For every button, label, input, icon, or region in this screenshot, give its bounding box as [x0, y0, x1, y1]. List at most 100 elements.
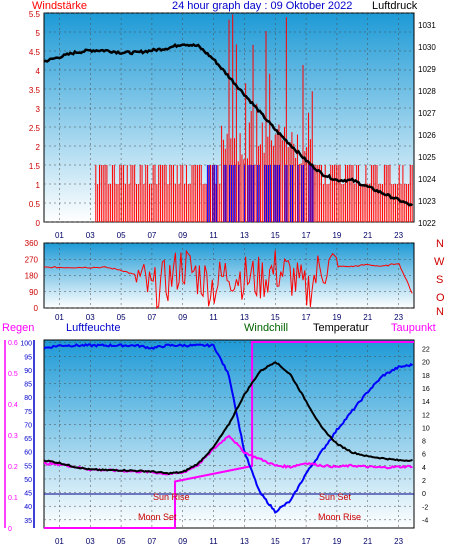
hour-tick-label: 05	[117, 313, 126, 322]
hour-tick-label: 19	[332, 231, 341, 240]
temperature-tick-label: 2	[422, 478, 426, 485]
pressure-tick-label: 1022	[418, 219, 436, 228]
hour-tick-label: 07	[147, 231, 156, 240]
wind-tick-label: 4.5	[29, 48, 41, 57]
hour-tick-label: 15	[271, 231, 280, 240]
hour-tick-label: 01	[55, 313, 64, 322]
graph-title: 24 hour graph day : 09 Oktober 2022	[172, 0, 352, 12]
hour-tick-label: 11	[209, 231, 218, 240]
pressure-label: Luftdruck	[372, 0, 418, 12]
hour-tick-label: 13	[240, 537, 249, 546]
humidity-tick-label: 100	[20, 341, 32, 348]
temperature-tick-label: 18	[422, 373, 430, 380]
temperature-tick-label: -2	[422, 504, 428, 511]
rain-tick-label: 0.3	[8, 433, 18, 440]
pressure-axis: 1022 1023 1024 1025 1026 1027 1028 1029 1030 1031	[418, 21, 436, 228]
hour-tick-label: 17	[302, 313, 311, 322]
hour-tick-label: 19	[332, 313, 341, 322]
hour-tick-label: 23	[394, 231, 403, 240]
temperature-tick-label: -4	[422, 517, 428, 524]
temperature-line	[43, 361, 413, 476]
pressure-tick-label: 1027	[418, 109, 436, 118]
moon-set-label: Moon Set	[138, 512, 177, 522]
hour-tick-label: 09	[178, 537, 187, 546]
windchill-label: Windchill	[244, 322, 288, 334]
hour-tick-label: 21	[363, 313, 372, 322]
rain-axis: 0 0.1 0.2 0.3 0.4 0.5 0.6	[4, 340, 18, 533]
sun-rise-label: Sun Rise	[153, 492, 190, 502]
temperature-tick-label: 14	[422, 399, 430, 406]
rain-label: Regen	[2, 322, 34, 334]
hour-tick-label: 09	[178, 231, 187, 240]
wind-tick-label: 3	[36, 105, 41, 114]
wind-tick-label: 4	[36, 67, 41, 76]
temperature-tick-label: 0	[422, 491, 426, 498]
pressure-tick-label: 1029	[418, 65, 436, 74]
wind-axis: 0 0.5 1 1.5 2 2.5 3 3.5 4 4.5 5 5.5	[29, 10, 41, 228]
hour-axis-middle: 01 03 05 07 09 11 13 15 17 19 21 23	[55, 313, 404, 322]
dewpoint-label: Taupunkt	[391, 322, 436, 334]
wind-series	[95, 14, 413, 222]
rain-line	[44, 341, 414, 529]
wind-tick-label: 2.5	[29, 124, 41, 133]
temperature-axis: -4 -2 0 2 4 6 8 10 12 14 16 18 20 22	[422, 347, 430, 525]
rain-tick-label: 0.5	[8, 371, 18, 378]
wind-tick-label: 1.5	[29, 162, 41, 171]
humidity-tick-label: 65	[24, 436, 32, 443]
humidity-label: Luftfeuchte	[66, 322, 120, 334]
hour-tick-label: 23	[394, 313, 403, 322]
humidity-tick-label: 45	[24, 491, 32, 498]
hour-tick-label: 19	[332, 537, 341, 546]
pressure-tick-label: 1031	[418, 21, 436, 30]
hour-tick-label: 15	[271, 537, 280, 546]
humidity-tick-label: 95	[24, 354, 32, 361]
wind-tick-label: 0.5	[29, 200, 41, 209]
pressure-tick-label: 1028	[418, 87, 436, 96]
hour-tick-label: 09	[178, 313, 187, 322]
temperature-tick-label: 6	[422, 452, 426, 459]
wind-direction-line	[43, 249, 413, 310]
compass-w: W	[434, 256, 445, 268]
wind-tick-label: 2	[36, 143, 41, 152]
rain-tick-label: 0.2	[8, 464, 18, 471]
sun-set-label: Sun Set	[319, 492, 352, 502]
temperature-tick-label: 22	[422, 347, 430, 354]
temperature-tick-label: 12	[422, 412, 430, 419]
hour-tick-label: 17	[302, 231, 311, 240]
wind-tick-label: 5	[36, 29, 41, 38]
pressure-tick-label: 1024	[418, 175, 436, 184]
hour-tick-label: 01	[55, 537, 64, 546]
compass-s: S	[436, 274, 443, 286]
humidity-temperature-grid	[44, 340, 414, 528]
hour-tick-label: 21	[363, 537, 372, 546]
hour-tick-label: 11	[209, 313, 218, 322]
direction-degree-axis: 360 270 180 90 0	[25, 239, 39, 313]
humidity-tick-label: 50	[24, 477, 32, 484]
pressure-line	[43, 42, 414, 207]
compass-n2: N	[436, 306, 444, 318]
humidity-line	[43, 343, 414, 514]
hour-axis-top: 01 03 05 07 09 11 13 15 17 19 21 23	[55, 231, 404, 240]
direction-tick-label: 0	[34, 304, 39, 313]
direction-tick-label: 180	[25, 272, 39, 281]
hour-tick-label: 01	[55, 231, 64, 240]
temperature-tick-label: 16	[422, 386, 430, 393]
pressure-tick-label: 1030	[418, 43, 436, 52]
rain-tick-label: 0.1	[8, 495, 18, 502]
wind-tick-label: 5.5	[29, 10, 41, 19]
wind-label: Windstärke	[32, 0, 87, 12]
hour-tick-label: 03	[86, 231, 95, 240]
wind-tick-label: 0	[36, 219, 41, 228]
temperature-tick-label: 8	[422, 439, 426, 446]
temperature-tick-label: 10	[422, 425, 430, 432]
wind-tick-label: 1	[36, 181, 41, 190]
humidity-tick-label: 80	[24, 395, 32, 402]
humidity-tick-label: 85	[24, 382, 32, 389]
humidity-axis: 35 40 45 50 55 60 65 70 75 80 85 90 95 100	[20, 340, 35, 528]
hour-tick-label: 05	[117, 231, 126, 240]
hour-tick-label: 03	[86, 537, 95, 546]
humidity-tick-label: 75	[24, 409, 32, 416]
direction-tick-label: 360	[25, 239, 39, 248]
direction-tick-label: 270	[25, 255, 39, 264]
